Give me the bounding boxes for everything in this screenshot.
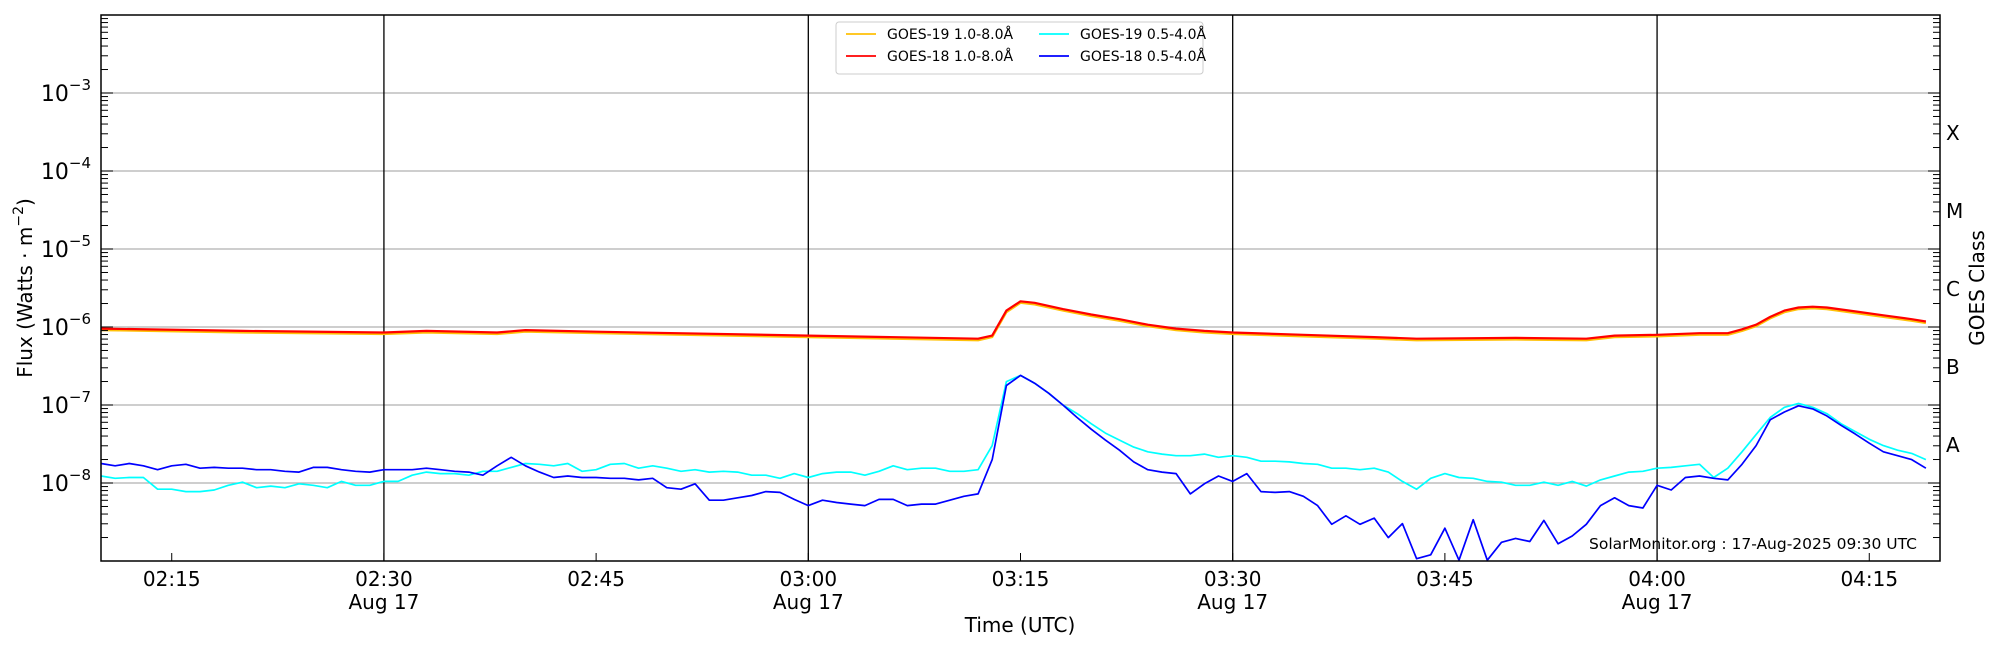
y-tick-base: 10 <box>41 394 69 419</box>
y-axis-label: Flux (Watts · m−2) <box>11 198 37 378</box>
y-tick-exp: −6 <box>69 310 91 328</box>
y-tick-label: 10−4 <box>41 154 91 185</box>
legend-label: GOES-18 0.5-4.0Å <box>1080 48 1206 65</box>
plot-frame <box>100 14 1941 562</box>
grid-lines <box>101 92 1940 484</box>
date-vertical-lines <box>383 15 1658 561</box>
legend-label: GOES-19 0.5-4.0Å <box>1080 26 1206 43</box>
y-tick-exp: −8 <box>69 466 91 484</box>
y-tick-exp: −7 <box>69 388 91 406</box>
legend-box <box>835 21 1204 75</box>
goes-class-axis-label: GOES Class <box>1965 230 1989 346</box>
x-tick-label: 03:00 <box>779 567 837 591</box>
goes-class-label: X <box>1946 121 1960 145</box>
y-tick-base: 10 <box>41 472 69 497</box>
legend: GOES-19 1.0-8.0Å GOES-19 0.5-4.0Å GOES-18 … <box>835 21 1206 75</box>
y-tick-base: 10 <box>41 160 69 185</box>
y-axis-label-main: Flux (Watts · m <box>13 227 37 378</box>
x-axis-label: Time (UTC) <box>964 613 1076 637</box>
x-tick-label: 04:15 <box>1840 567 1898 591</box>
goes-class-label: B <box>1946 355 1960 379</box>
x-tick-label: 02:45 <box>567 567 625 591</box>
series-line-goes-19-0-5-4-0- <box>100 374 1927 493</box>
legend-label: GOES-19 1.0-8.0Å <box>887 26 1013 43</box>
x-tick-label: 03:30 <box>1204 567 1262 591</box>
y-axis-label-close: ) <box>13 198 37 206</box>
y-tick-base: 10 <box>41 316 69 341</box>
y-tick-exp: −5 <box>69 232 91 250</box>
x-tick-label: 02:30 <box>355 567 413 591</box>
y-tick-labels: 10−310−410−510−610−710−8 <box>41 76 91 497</box>
y-tick-base: 10 <box>41 82 69 107</box>
x-tick-label: 02:15 <box>143 567 201 591</box>
y-axis-label-exp: −2 <box>11 206 27 227</box>
x-tick-date-label: Aug 17 <box>1622 590 1693 614</box>
goes-class-label: M <box>1946 199 1963 223</box>
series-line-goes-18-1-0-8-0- <box>100 300 1927 340</box>
y-tick-label: 10−5 <box>41 232 91 263</box>
y-tick-label: 10−8 <box>41 466 91 497</box>
x-tick-date-label: Aug 17 <box>348 590 419 614</box>
x-tick-label: 03:15 <box>992 567 1050 591</box>
x-tick-date-label: Aug 17 <box>1197 590 1268 614</box>
axis-ticks <box>101 18 1940 562</box>
series-lines <box>100 300 1927 562</box>
y-tick-label: 10−7 <box>41 388 91 419</box>
goes-class-label: A <box>1946 433 1960 457</box>
goes-class-label: C <box>1946 277 1960 301</box>
y-tick-exp: −4 <box>69 154 91 172</box>
x-tick-date-label: Aug 17 <box>773 590 844 614</box>
series-line-goes-18-0-5-4-0- <box>100 374 1927 562</box>
x-tick-label: 03:45 <box>1416 567 1474 591</box>
y-tick-label: 10−6 <box>41 310 91 341</box>
goes-class-labels: X M C B A <box>1946 121 1963 457</box>
y-tick-label: 10−3 <box>41 76 91 107</box>
series-line-goes-19-1-0-8-0- <box>100 301 1927 342</box>
x-tick-label: 04:00 <box>1628 567 1686 591</box>
legend-label: GOES-18 1.0-8.0Å <box>887 48 1013 65</box>
source-annotation: SolarMonitor.org : 17-Aug-2025 09:30 UTC <box>1589 535 1917 553</box>
y-tick-exp: −3 <box>69 76 91 94</box>
y-tick-base: 10 <box>41 238 69 263</box>
